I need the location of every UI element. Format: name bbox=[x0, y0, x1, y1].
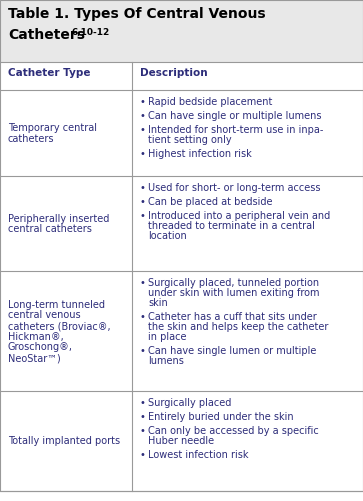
Text: Long-term tunneled: Long-term tunneled bbox=[8, 300, 105, 310]
Text: Catheter has a cuff that sits under: Catheter has a cuff that sits under bbox=[148, 312, 317, 322]
Text: •: • bbox=[139, 346, 145, 356]
Text: central venous: central venous bbox=[8, 310, 81, 320]
Text: •: • bbox=[139, 398, 145, 408]
Text: Peripherally inserted: Peripherally inserted bbox=[8, 213, 109, 223]
Text: Can only be accessed by a specific: Can only be accessed by a specific bbox=[148, 426, 319, 436]
Text: Description: Description bbox=[140, 68, 208, 78]
Text: Introduced into a peripheral vein and: Introduced into a peripheral vein and bbox=[148, 211, 331, 221]
Text: •: • bbox=[139, 450, 145, 460]
Text: Surgically placed, tunneled portion: Surgically placed, tunneled portion bbox=[148, 278, 319, 288]
Text: Groschong®,: Groschong®, bbox=[8, 343, 73, 352]
Text: Intended for short-term use in inpa-: Intended for short-term use in inpa- bbox=[148, 125, 324, 135]
Text: location: location bbox=[148, 231, 187, 241]
Text: threaded to terminate in a central: threaded to terminate in a central bbox=[148, 221, 315, 231]
Text: 6,10-12: 6,10-12 bbox=[72, 28, 110, 37]
Text: Catheter Type: Catheter Type bbox=[8, 68, 90, 78]
Text: •: • bbox=[139, 211, 145, 221]
Text: Temporary central: Temporary central bbox=[8, 123, 97, 133]
Text: •: • bbox=[139, 426, 145, 436]
Text: •: • bbox=[139, 197, 145, 207]
Text: Huber needle: Huber needle bbox=[148, 436, 215, 446]
Text: •: • bbox=[139, 412, 145, 422]
Text: Surgically placed: Surgically placed bbox=[148, 398, 232, 408]
Text: Entirely buried under the skin: Entirely buried under the skin bbox=[148, 412, 294, 422]
Text: •: • bbox=[139, 312, 145, 322]
Text: Catheters: Catheters bbox=[8, 28, 85, 42]
Bar bbox=[0, 0, 363, 62]
Text: Table 1. Types Of Central Venous: Table 1. Types Of Central Venous bbox=[8, 7, 266, 21]
Text: Hickman®,: Hickman®, bbox=[8, 332, 64, 342]
Text: Totally implanted ports: Totally implanted ports bbox=[8, 436, 120, 446]
Text: skin: skin bbox=[148, 298, 168, 308]
Text: Lowest infection risk: Lowest infection risk bbox=[148, 450, 249, 460]
Text: •: • bbox=[139, 125, 145, 135]
Text: under skin with lumen exiting from: under skin with lumen exiting from bbox=[148, 288, 320, 298]
Text: tient setting only: tient setting only bbox=[148, 135, 232, 145]
Text: •: • bbox=[139, 97, 145, 107]
Text: Rapid bedside placement: Rapid bedside placement bbox=[148, 97, 273, 107]
Text: Can have single or multiple lumens: Can have single or multiple lumens bbox=[148, 111, 322, 121]
Text: NeoStar™): NeoStar™) bbox=[8, 353, 61, 363]
Text: catheters (Broviac®,: catheters (Broviac®, bbox=[8, 321, 111, 331]
Text: Used for short- or long-term access: Used for short- or long-term access bbox=[148, 183, 321, 193]
Text: catheters: catheters bbox=[8, 134, 54, 144]
Text: •: • bbox=[139, 278, 145, 288]
Text: Highest infection risk: Highest infection risk bbox=[148, 149, 252, 159]
Text: •: • bbox=[139, 111, 145, 121]
Text: Can be placed at bedside: Can be placed at bedside bbox=[148, 197, 273, 207]
Text: in place: in place bbox=[148, 332, 187, 342]
Text: Can have single lumen or multiple: Can have single lumen or multiple bbox=[148, 346, 317, 356]
Text: •: • bbox=[139, 183, 145, 193]
Text: the skin and helps keep the catheter: the skin and helps keep the catheter bbox=[148, 322, 329, 332]
Text: •: • bbox=[139, 149, 145, 159]
Text: lumens: lumens bbox=[148, 356, 184, 366]
Text: central catheters: central catheters bbox=[8, 224, 92, 234]
